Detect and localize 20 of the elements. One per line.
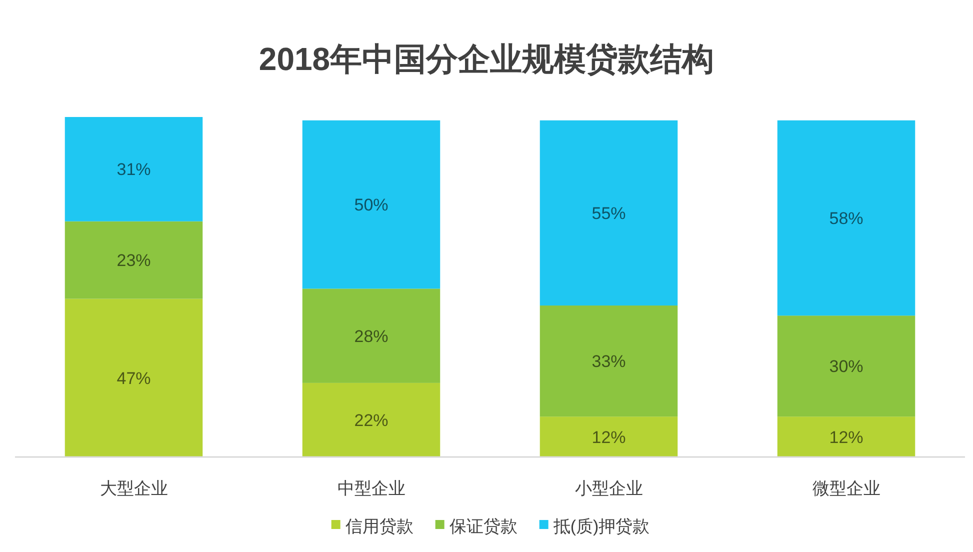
data-label: 33% — [592, 352, 626, 372]
data-label: 58% — [829, 208, 864, 228]
data-label: 12% — [829, 428, 864, 447]
x-tick-label: 中型企业 — [337, 479, 406, 498]
data-label: 22% — [354, 410, 388, 430]
data-label: 12% — [592, 428, 626, 447]
legend-label: 保证贷款 — [449, 517, 518, 536]
x-tick-label: 大型企业 — [100, 479, 168, 498]
legend-label: 信用贷款 — [345, 517, 414, 536]
chart-title: 2018年中国分企业规模贷款结构 — [258, 41, 714, 77]
data-label: 47% — [116, 368, 151, 388]
x-tick-label: 小型企业 — [574, 479, 643, 498]
data-label: 31% — [116, 160, 151, 180]
legend-label: 抵(质)押贷款 — [552, 517, 650, 536]
data-label: 28% — [354, 326, 388, 346]
data-label: 23% — [116, 251, 151, 270]
data-label: 50% — [354, 196, 388, 215]
x-tick-label: 微型企业 — [812, 479, 880, 498]
data-label: 55% — [592, 204, 626, 223]
data-label: 30% — [829, 357, 864, 376]
